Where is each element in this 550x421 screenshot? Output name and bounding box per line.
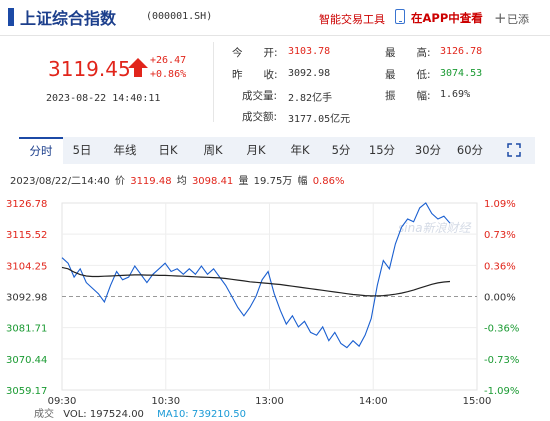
tab-30min[interactable]: 30分 (414, 143, 442, 157)
y-left-tick-label: 3104.25 (6, 261, 47, 272)
info-pct-label: 幅 (297, 176, 308, 187)
divider (213, 42, 214, 122)
header-bar: 上证综合指数 (000001.SH) 智能交易工具 在APP中查看 + 已添 (0, 0, 550, 36)
info-vol-label: 量 (238, 176, 249, 187)
prev-close-value: 3092.98 (288, 68, 331, 79)
low-value: 3074.53 (440, 68, 483, 79)
intraday-chart[interactable]: 3126.78 1.09% 3115.52 0.73% 3104.25 0.36% 3092… (0, 190, 550, 421)
x-tick-label: 10:30 (151, 396, 180, 407)
open-label: 今 开: (232, 47, 278, 59)
price-change: +26.47 (150, 55, 187, 66)
crosshair-info: 2023/08/22/二14:40 价 3119.48 均 3098.41 量 … (10, 172, 346, 187)
ma10-legend-value: MA10: 739210.50 (157, 409, 246, 420)
smart-trade-link[interactable]: 智能交易工具 (319, 13, 385, 26)
info-avg: 3098.41 (191, 176, 234, 187)
y-left-tick-label: 3092.98 (6, 293, 47, 304)
fullscreen-icon[interactable] (507, 143, 521, 157)
vol-legend-label: 成交 (34, 409, 54, 420)
tab-intraday[interactable]: 分时 (19, 137, 63, 164)
y-right-tick-label: 0.36% (484, 261, 516, 272)
y-left-tick-label: 3115.52 (6, 230, 47, 241)
prev-close-label: 昨 收: (232, 69, 278, 81)
y-right-tick-label: -0.36% (484, 324, 519, 335)
amplitude-value: 1.69% (440, 89, 471, 100)
arrow-up-icon (128, 58, 148, 77)
y-left-tick-label: 3081.71 (6, 324, 47, 335)
average-line (61, 266, 451, 297)
app-view-link[interactable]: 在APP中查看 (411, 11, 483, 25)
tab-yearline[interactable]: 年线 (113, 143, 137, 157)
volume-legend: 成交 VOL: 197524.00 MA10: 739210.50 (34, 405, 246, 420)
tab-daily-k[interactable]: 日K (158, 143, 178, 157)
y-left-tick-label: 3126.78 (6, 199, 47, 210)
tab-5min[interactable]: 5分 (331, 143, 351, 157)
tab-monthly-k[interactable]: 月K (246, 143, 266, 157)
x-tick-label: 09:30 (48, 396, 77, 407)
high-label: 最 高: (385, 47, 431, 59)
info-pct: 0.86% (312, 176, 345, 187)
info-avg-label: 均 (176, 176, 187, 187)
period-tabs: 分时 5日 年线 日K 周K 月K 年K 5分 15分 30分 60分 (19, 137, 535, 164)
info-datetime: 2023/08/22/二14:40 (10, 176, 110, 187)
tab-15min[interactable]: 15分 (368, 143, 396, 157)
amplitude-label: 振 幅: (385, 90, 431, 102)
high-value: 3126.78 (440, 46, 483, 57)
y-left-tick-label: 3070.44 (6, 355, 47, 366)
info-vol: 19.75万 (253, 176, 293, 187)
info-price: 3119.48 (130, 176, 172, 187)
low-label: 最 低: (385, 69, 431, 81)
y-right-tick-label: 0.00% (484, 293, 516, 304)
info-price-label: 价 (115, 176, 126, 187)
watermark-logo: sina新浪财经 (398, 221, 473, 235)
index-flag-icon (8, 8, 14, 26)
turnover-label: 成交额: (242, 111, 278, 123)
phone-icon (395, 9, 405, 24)
index-code: (000001.SH) (146, 11, 213, 22)
y-left-tick-label: 3059.17 (6, 386, 47, 397)
tab-5day[interactable]: 5日 (72, 143, 92, 157)
open-value: 3103.78 (288, 46, 331, 57)
volume-value: 2.82亿手 (288, 93, 333, 104)
volume-label: 成交量: (242, 90, 278, 102)
tab-60min[interactable]: 60分 (456, 143, 484, 157)
tabs-edge (531, 137, 535, 164)
index-title: 上证综合指数 (20, 9, 117, 28)
x-tick-label: 14:00 (359, 396, 388, 407)
y-right-tick-label: 0.73% (484, 230, 516, 241)
y-right-tick-label: 1.09% (484, 199, 516, 210)
vol-legend-value: VOL: 197524.00 (63, 409, 144, 420)
current-price: 3119.45 (48, 57, 131, 81)
price-line (61, 202, 451, 349)
x-tick-label: 13:00 (255, 396, 284, 407)
add-icon[interactable]: + (494, 9, 507, 27)
x-tick-label: 15:00 (463, 396, 492, 407)
y-right-tick-label: -0.73% (484, 355, 519, 366)
y-right-tick-label: -1.09% (484, 386, 519, 397)
add-watchlist-button[interactable]: 已添 (507, 13, 529, 26)
tab-weekly-k[interactable]: 周K (203, 143, 223, 157)
quote-datetime: 2023-08-22 14:40:11 (46, 93, 161, 104)
price-change-pct: +0.86% (150, 69, 187, 80)
turnover-value: 3177.05亿元 (288, 114, 351, 125)
tab-yearly-k[interactable]: 年K (290, 143, 310, 157)
